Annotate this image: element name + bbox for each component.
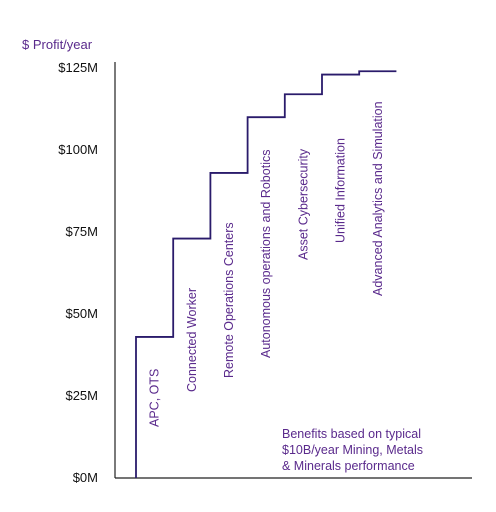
benefits-note-line: & Minerals performance — [282, 459, 415, 473]
y-axis-title: $ Profit/year — [22, 37, 93, 52]
benefit-label: Advanced Analytics and Simulation — [371, 101, 385, 296]
benefit-label: Remote Operations Centers — [222, 222, 236, 378]
benefit-label: Connected Worker — [185, 288, 199, 392]
y-tick-label: $25M — [65, 388, 98, 403]
benefits-note-line: $10B/year Mining, Metals — [282, 443, 423, 457]
benefits-note-line: Benefits based on typical — [282, 427, 421, 441]
y-tick-label: $125M — [58, 60, 98, 75]
benefit-label: APC, OTS — [148, 369, 162, 427]
y-tick-label: $50M — [65, 306, 98, 321]
cumulative-profit-step-line — [135, 70, 397, 478]
benefit-label: Autonomous operations and Robotics — [259, 150, 273, 358]
y-tick-label: $100M — [58, 142, 98, 157]
benefit-label: Asset Cybersecurity — [296, 148, 310, 260]
benefit-category-labels: APC, OTS Connected Worker Remote Operation… — [148, 101, 385, 427]
y-tick-label: $0M — [73, 470, 98, 485]
benefits-note: Benefits based on typical $10B/year Minin… — [282, 427, 423, 473]
y-tick-label: $75M — [65, 224, 98, 239]
benefit-label: Unified Information — [334, 138, 348, 243]
y-tick-labels: $0M $25M $50M $75M $100M $125M — [58, 60, 98, 485]
